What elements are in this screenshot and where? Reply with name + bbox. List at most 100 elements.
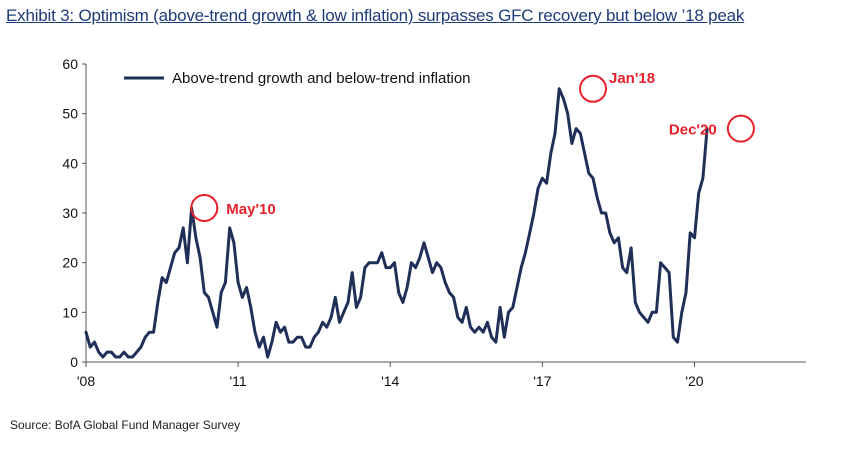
data-point	[473, 331, 476, 334]
data-point	[469, 326, 472, 329]
series-line	[84, 87, 709, 359]
data-point	[237, 281, 239, 284]
data-point	[212, 311, 214, 314]
data-points	[85, 88, 708, 358]
data-point	[207, 296, 210, 299]
data-point	[347, 301, 349, 304]
data-point	[697, 192, 700, 194]
data-point	[520, 266, 522, 269]
data-point	[457, 316, 459, 319]
data-point	[250, 306, 252, 309]
data-point	[583, 152, 586, 155]
data-point	[114, 356, 117, 358]
data-point	[689, 232, 691, 234]
data-point	[266, 356, 269, 358]
data-point	[545, 182, 548, 184]
y-tick-label: 20	[62, 255, 78, 271]
data-point	[499, 306, 501, 309]
x-tick-label: '17	[533, 373, 551, 389]
annotations: May'10 Jan'18 Dec'20	[190, 70, 755, 222]
annotation-circle	[190, 194, 219, 222]
data-point	[304, 346, 307, 348]
data-point	[178, 247, 180, 249]
data-point	[668, 271, 670, 274]
data-point	[448, 291, 451, 294]
data-point	[702, 177, 704, 179]
data-point	[571, 142, 573, 145]
data-point	[579, 132, 582, 135]
data-point	[368, 261, 370, 264]
data-point	[309, 346, 311, 348]
data-point	[376, 261, 379, 264]
y-tick-label: 0	[70, 354, 78, 370]
data-point	[592, 177, 594, 179]
data-point	[330, 316, 332, 319]
data-point	[427, 256, 430, 259]
data-point	[541, 177, 544, 179]
data-point	[195, 237, 197, 239]
data-point	[423, 242, 425, 244]
data-point	[161, 276, 163, 279]
data-point	[220, 291, 222, 294]
data-point	[562, 98, 565, 100]
y-tick-label: 40	[62, 155, 78, 171]
data-point	[173, 251, 176, 254]
data-point	[647, 321, 649, 324]
data-point	[152, 331, 155, 334]
data-point	[419, 256, 421, 259]
data-point	[97, 351, 100, 353]
data-point	[693, 237, 696, 239]
data-point	[233, 242, 235, 244]
data-point	[596, 197, 599, 199]
data-point	[495, 341, 497, 343]
data-point	[507, 311, 510, 314]
data-point	[321, 321, 324, 324]
data-point	[440, 266, 442, 269]
data-point	[651, 311, 653, 314]
data-point	[89, 346, 91, 348]
data-point	[131, 356, 134, 358]
data-point	[490, 336, 493, 339]
data-point	[613, 242, 615, 244]
data-point	[106, 351, 108, 353]
data-point	[685, 291, 687, 294]
data-point	[600, 212, 603, 214]
data-point	[355, 306, 358, 309]
data-point	[157, 301, 159, 304]
data-point	[245, 286, 248, 289]
data-point	[199, 256, 201, 259]
y-tick-label: 60	[62, 56, 78, 72]
data-point	[338, 321, 341, 324]
annotation-circle	[579, 74, 607, 103]
data-point	[241, 296, 244, 299]
data-point	[482, 331, 485, 334]
data-point	[672, 336, 675, 339]
legend-label: Above-trend growth and below-trend infla…	[172, 70, 471, 87]
data-point	[271, 341, 273, 343]
data-point	[452, 296, 455, 299]
data-point	[186, 261, 189, 264]
data-point	[533, 212, 535, 214]
data-point	[288, 341, 290, 343]
data-point	[706, 127, 708, 130]
legend: Above-trend growth and below-trend infla…	[124, 70, 471, 87]
chart-title: Exhibit 3: Optimism (above-trend growth …	[6, 6, 745, 25]
data-point	[609, 232, 611, 234]
data-point	[558, 88, 560, 90]
data-point	[93, 341, 96, 343]
x-tick-label: '08	[77, 373, 95, 389]
data-point	[503, 336, 506, 339]
data-point	[283, 326, 286, 329]
data-point	[169, 266, 172, 269]
data-point	[478, 326, 480, 329]
data-point	[372, 261, 375, 264]
y-tick-label: 50	[62, 106, 78, 122]
data-point	[119, 356, 121, 358]
data-point	[410, 261, 413, 264]
data-point	[102, 356, 104, 358]
data-point	[275, 321, 277, 324]
chart-svg: 0 10 20 30 40 50 60 '08 '11 '14 '17 '20 Above-tren…	[62, 56, 806, 389]
x-tick-label: '20	[685, 373, 703, 389]
data-point	[435, 261, 438, 264]
data-point	[550, 152, 552, 155]
